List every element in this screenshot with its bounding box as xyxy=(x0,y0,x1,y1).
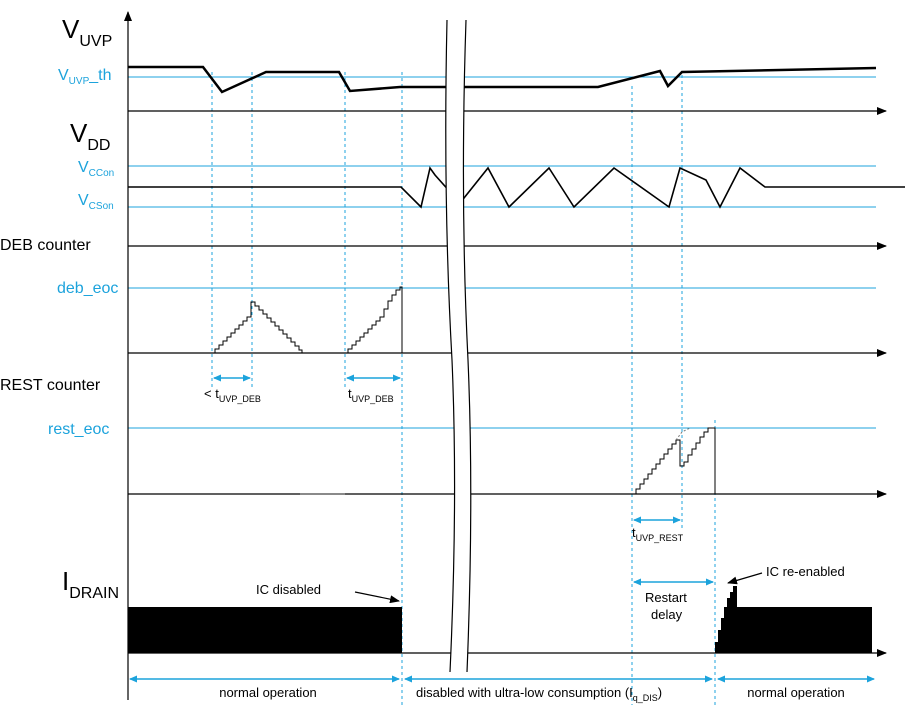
drain-block-2 xyxy=(737,607,872,653)
threshold-lines xyxy=(128,76,876,429)
vdd-label: VDD xyxy=(70,118,110,154)
rest-counter-waveform xyxy=(300,427,716,495)
ic-disabled-arrow xyxy=(354,591,400,604)
vcson-label: VCSon xyxy=(78,192,114,212)
vdd-waveform xyxy=(128,166,905,209)
phase-normal-1: normal operation xyxy=(219,685,317,700)
restart-delay-line1: Restart xyxy=(645,590,687,605)
ic-reenabled-arrow xyxy=(727,572,763,585)
idrain-label: IDRAIN xyxy=(62,566,119,602)
time-break xyxy=(445,19,472,673)
rest-counter-label: REST counter xyxy=(0,377,101,394)
deb-counter-label: DEB counter xyxy=(0,237,91,254)
phase-normal-2: normal operation xyxy=(747,685,845,700)
drain-block-1 xyxy=(128,607,402,653)
deb-eoc-label: deb_eoc xyxy=(57,280,118,297)
rest-eoc-label: rest_eoc xyxy=(48,421,109,438)
deb-short-label: < tUVP_DEB xyxy=(204,386,261,404)
phase-disabled: disabled with ultra-low consumption (Iq_… xyxy=(416,685,662,703)
rest-label: tUVP_REST xyxy=(632,525,684,543)
axes xyxy=(124,11,887,700)
interval-arrows xyxy=(129,374,875,683)
vuvp-waveform xyxy=(128,65,877,94)
vccon-label: VCCon xyxy=(78,159,114,179)
ic-reenabled-label: IC re-enabled xyxy=(766,564,845,579)
vuvp-label: VUVP xyxy=(62,14,112,50)
ic-disabled-label: IC disabled xyxy=(256,582,321,597)
deb-full-label: tUVP_DEB xyxy=(348,386,394,404)
deb-counter-waveform xyxy=(212,286,403,354)
guide-lines xyxy=(211,72,716,705)
restart-delay-line2: delay xyxy=(651,607,683,622)
idrain-waveform xyxy=(128,586,872,653)
drain-ramp xyxy=(715,586,737,653)
vuvp-th-label: VUVP_th xyxy=(58,67,111,87)
